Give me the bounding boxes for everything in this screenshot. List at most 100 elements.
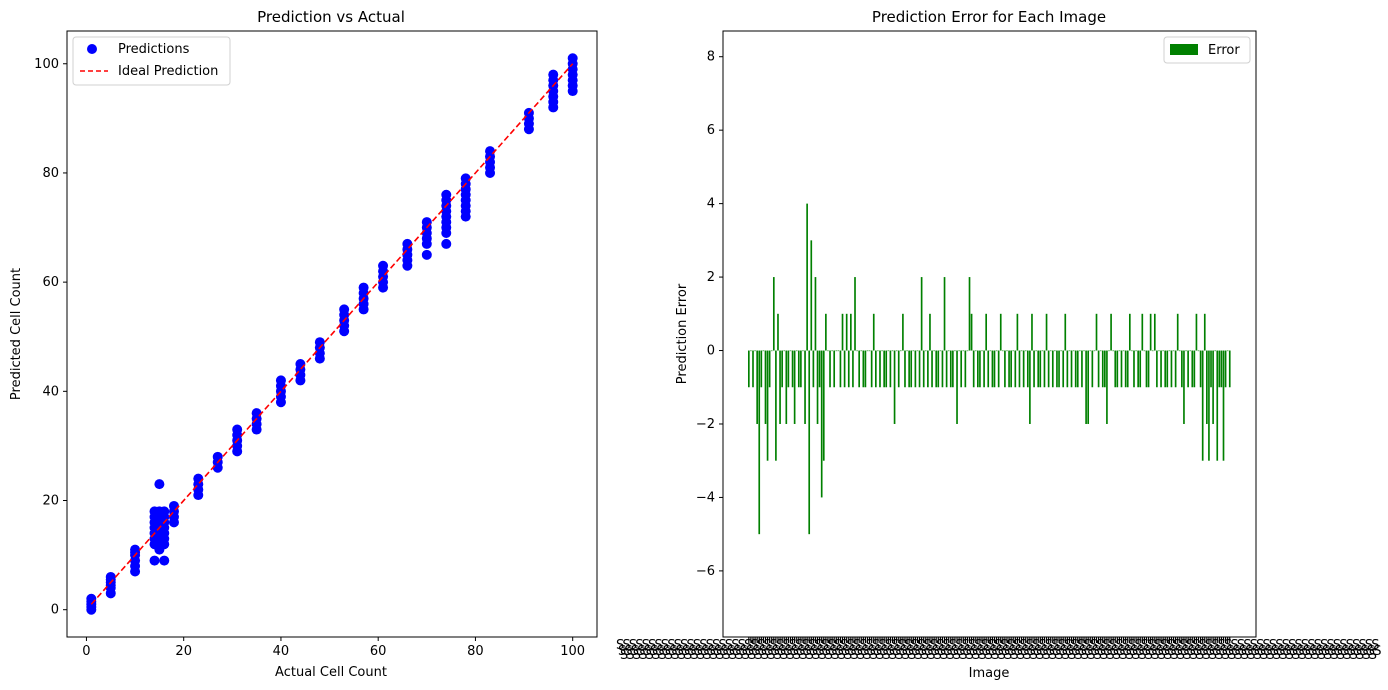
x-tick-label: S	[1183, 648, 1191, 663]
x-tick-label: S	[701, 644, 709, 659]
error-bar	[1058, 350, 1060, 388]
scatter-point	[149, 555, 160, 566]
x-tick-label: S	[1015, 644, 1023, 659]
x-tick-label: S	[1339, 638, 1347, 653]
error-bar	[997, 350, 1000, 388]
x-tick-label: S	[1194, 644, 1202, 659]
x-tick-label: S	[1051, 638, 1059, 653]
error-bar	[1037, 350, 1040, 388]
y-tick-label: 0	[51, 603, 59, 618]
error-bar	[772, 277, 775, 351]
scatter-point	[441, 189, 452, 200]
error-bar	[1006, 350, 1008, 352]
x-tick-label: S	[1068, 648, 1076, 663]
error-bar	[885, 350, 888, 388]
x-tick-label: S	[1038, 638, 1046, 653]
x-tick-label: S	[1371, 638, 1379, 653]
x-tick-label: S	[1352, 638, 1360, 653]
x-tick-label: S	[665, 648, 673, 663]
x-tick-label: S	[1220, 644, 1228, 659]
x-tick-label: S	[1247, 648, 1255, 663]
x-tick-label: S	[735, 648, 743, 663]
error-bar	[956, 350, 958, 424]
error-bar	[1164, 350, 1167, 388]
x-tick-label: S	[908, 648, 916, 663]
x-tick-label: S	[1358, 638, 1366, 653]
error-bar	[935, 350, 938, 388]
x-tick-label: S	[1316, 644, 1324, 659]
x-tick-label: S	[1136, 644, 1144, 659]
x-tick-label: S	[1049, 648, 1057, 663]
error-bar	[835, 350, 838, 352]
x-tick-label: S	[1092, 644, 1100, 659]
x-tick-label: S	[729, 648, 737, 663]
x-tick-label: S	[648, 638, 656, 653]
x-tick-label: S	[1032, 638, 1040, 653]
error-bar	[1172, 350, 1175, 352]
x-tick-label: S	[763, 638, 771, 653]
x-tick-label: S	[876, 648, 884, 663]
x-tick-label: S	[1053, 644, 1061, 659]
scatter-chart: Prediction vs Actual Actual Cell Count P…	[9, 8, 598, 680]
x-tick-label: S	[706, 638, 714, 653]
x-tick-label: S	[654, 638, 662, 653]
error-bar	[1020, 350, 1023, 352]
x-tick-label: S	[795, 638, 803, 653]
error-bar	[1035, 350, 1037, 352]
error-bar	[922, 350, 925, 388]
error-bar	[748, 350, 750, 388]
x-tick-label: S	[874, 644, 882, 659]
x-tick-label: S	[639, 648, 647, 663]
error-bar	[1201, 350, 1204, 461]
y-tick-label: 80	[42, 166, 59, 181]
x-tick-label: S	[1026, 638, 1034, 653]
error-bar	[858, 350, 861, 388]
x-tick-label: S	[1318, 648, 1326, 663]
x-tick-label: S	[804, 644, 812, 659]
x-tick-label: S	[752, 644, 760, 659]
error-bar	[881, 350, 883, 352]
x-tick-label: S	[1341, 644, 1349, 659]
error-bar	[856, 350, 858, 352]
x-tick-label: S	[714, 644, 722, 659]
error-bar	[797, 350, 800, 388]
error-bar	[1143, 350, 1146, 352]
y-tick-label: −4	[696, 490, 715, 505]
error-bar-chart: Prediction Error for Each Image SSSSSSSS…	[616, 8, 1381, 681]
x-tick-label: S	[789, 638, 797, 653]
error-bar	[874, 350, 877, 388]
x-tick-label: S	[1330, 648, 1338, 663]
error-bar	[1212, 350, 1214, 424]
scatter-point	[159, 506, 170, 517]
x-tick-label: S	[746, 644, 754, 659]
ideal-prediction-line	[90, 63, 574, 605]
scatter-axes-frame	[66, 30, 598, 638]
x-tick-label: S	[678, 648, 686, 663]
x-tick-label: S	[1209, 648, 1217, 663]
error-bar	[789, 350, 792, 352]
error-bar	[993, 350, 996, 388]
x-tick-label: S	[742, 648, 750, 663]
error-bar	[891, 350, 894, 352]
x-tick-label: S	[1047, 644, 1055, 659]
x-tick-label: S	[661, 638, 669, 653]
x-tick-label: S	[1305, 648, 1313, 663]
x-tick-label: S	[1036, 648, 1044, 663]
error-bar	[862, 350, 865, 388]
x-tick-label: S	[633, 648, 641, 663]
error-bar	[1062, 350, 1065, 388]
error-bar	[1220, 350, 1223, 388]
x-tick-label: S	[1098, 644, 1106, 659]
error-bar	[1214, 350, 1217, 352]
x-tick-label: S	[1090, 638, 1098, 653]
error-bar	[1004, 350, 1006, 388]
error-bar	[1039, 350, 1042, 388]
error-bar	[1041, 350, 1044, 352]
error-plot-area	[748, 203, 1231, 535]
x-tick-label: S	[861, 644, 869, 659]
error-bar	[1122, 350, 1125, 352]
error-bar	[1083, 350, 1085, 352]
x-tick-label: S	[722, 648, 730, 663]
y-tick-label: 6	[707, 123, 715, 138]
